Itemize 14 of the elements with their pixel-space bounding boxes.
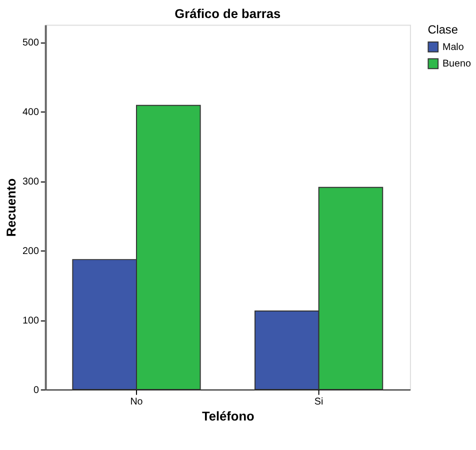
legend-label: Bueno [442, 58, 472, 70]
x-tick-label: No [130, 396, 144, 408]
legend-label: Malo [442, 42, 464, 53]
chart-title: Gráfico de barras [174, 6, 281, 21]
y-tick-label: 200 [22, 246, 40, 257]
y-tick-label: 500 [22, 38, 40, 49]
y-tick-label: 300 [22, 176, 40, 188]
y-axis-title: Recuento [4, 178, 19, 237]
y-tick-label: 100 [22, 315, 40, 326]
x-tick-label: Si [314, 396, 324, 408]
y-tick-label: 0 [33, 384, 40, 396]
x-axis-title: Teléfono [202, 408, 255, 424]
y-tick-label: 400 [22, 107, 40, 118]
legend-title: Clase [428, 22, 458, 37]
